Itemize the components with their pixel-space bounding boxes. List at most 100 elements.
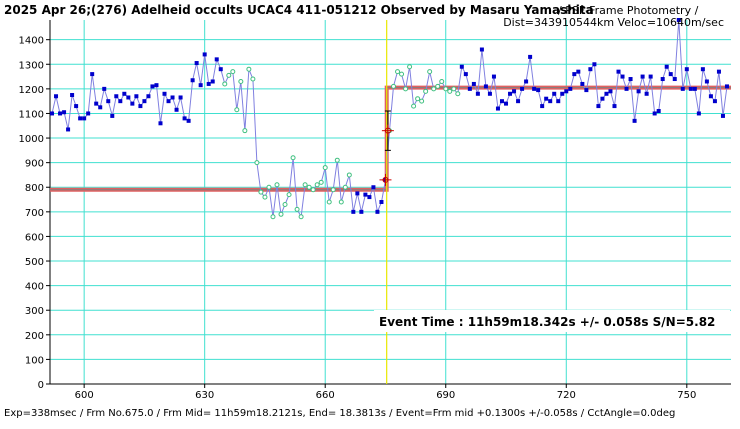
data-point <box>250 76 256 82</box>
y-tick-label: 1100 <box>19 109 44 120</box>
y-tick-label: 500 <box>25 257 44 268</box>
data-point <box>94 101 99 106</box>
data-point <box>612 104 617 109</box>
data-point <box>174 107 179 112</box>
data-point <box>716 69 721 74</box>
data-point <box>130 101 135 106</box>
tick-labels: 0 100 200 300 400 500 600 700 800 900 1000 1100 1200… <box>19 36 697 401</box>
data-point <box>696 111 701 116</box>
data-point <box>182 116 187 121</box>
data-point <box>680 86 685 91</box>
data-point <box>266 184 272 190</box>
data-point <box>415 96 421 102</box>
data-point <box>190 78 195 83</box>
data-point <box>443 86 449 92</box>
x-tick-label: 750 <box>677 390 696 401</box>
data-point <box>355 191 360 196</box>
event-marker <box>384 127 391 134</box>
data-point <box>214 57 219 62</box>
data-point <box>524 79 529 84</box>
data-point <box>50 111 55 116</box>
data-point <box>419 98 425 104</box>
data-point <box>342 184 348 190</box>
y-tick-label: 700 <box>25 208 44 219</box>
y-tick-label: 300 <box>25 306 44 317</box>
data-point <box>359 209 364 214</box>
data-point <box>318 179 324 185</box>
data-point <box>146 94 151 99</box>
data-point <box>692 86 697 91</box>
data-point <box>479 47 484 52</box>
data-point <box>516 99 521 104</box>
data-point <box>162 91 167 96</box>
data-point <box>58 111 63 116</box>
data-point <box>556 99 561 104</box>
data-point <box>620 74 625 79</box>
data-point <box>242 128 248 134</box>
data-point <box>684 67 689 72</box>
data-point <box>194 61 199 66</box>
data-point <box>282 201 288 207</box>
data-point <box>636 89 641 94</box>
data-point <box>660 77 665 82</box>
data-point <box>668 72 673 77</box>
data-point <box>118 99 123 104</box>
y-tick-label: 600 <box>25 232 44 243</box>
data-point <box>580 81 585 86</box>
data-point <box>652 111 657 116</box>
event-text-bg <box>374 310 730 332</box>
data-point <box>186 118 191 123</box>
data-point <box>367 195 372 200</box>
data-point <box>114 94 119 99</box>
data-point <box>455 91 461 97</box>
footer-text: Exp=338msec / Frm No.675.0 / Frm Mid= 11… <box>4 408 675 419</box>
data-point <box>306 184 312 190</box>
data-point <box>596 104 601 109</box>
data-point <box>102 86 107 91</box>
data-point <box>226 72 232 78</box>
data-point <box>576 69 581 74</box>
x-tick-label: 690 <box>436 390 455 401</box>
data-point <box>560 91 565 96</box>
data-point <box>628 77 633 82</box>
data-point <box>471 81 476 86</box>
data-point <box>302 182 308 188</box>
data-point <box>166 99 171 104</box>
data-point <box>222 81 228 87</box>
data-point <box>262 194 268 200</box>
data-point <box>395 69 401 75</box>
data-point <box>170 95 175 100</box>
data-point <box>407 64 413 70</box>
y-tick-label: 900 <box>25 159 44 170</box>
data-point <box>218 67 223 72</box>
data-point <box>154 83 159 88</box>
data-point <box>230 69 236 75</box>
data-point <box>122 91 127 96</box>
data-point <box>198 83 203 88</box>
data-point <box>676 18 681 22</box>
data-point <box>512 89 517 94</box>
data-point <box>552 91 557 96</box>
data-point <box>210 79 215 84</box>
data-point <box>423 88 429 94</box>
data-point <box>74 104 79 109</box>
data-point <box>351 209 356 214</box>
data-point <box>540 104 545 109</box>
data-point <box>475 91 480 96</box>
data-point <box>150 84 155 89</box>
chart-title: 2025 Apr 26;(276) Adelheid occults UCAC4… <box>4 3 594 17</box>
data-point <box>656 109 661 113</box>
data-point <box>326 199 332 205</box>
y-tick-label: 1300 <box>19 60 44 71</box>
data-point <box>592 62 597 67</box>
data-point <box>202 52 207 57</box>
data-point <box>258 189 264 195</box>
data-point <box>106 99 111 104</box>
data-point <box>487 91 492 96</box>
y-tick-label: 1200 <box>19 85 44 96</box>
data-point <box>86 111 91 116</box>
y-tick-label: 1000 <box>19 134 44 145</box>
data-point <box>648 74 653 79</box>
data-point <box>548 99 553 104</box>
data-point <box>708 94 713 99</box>
